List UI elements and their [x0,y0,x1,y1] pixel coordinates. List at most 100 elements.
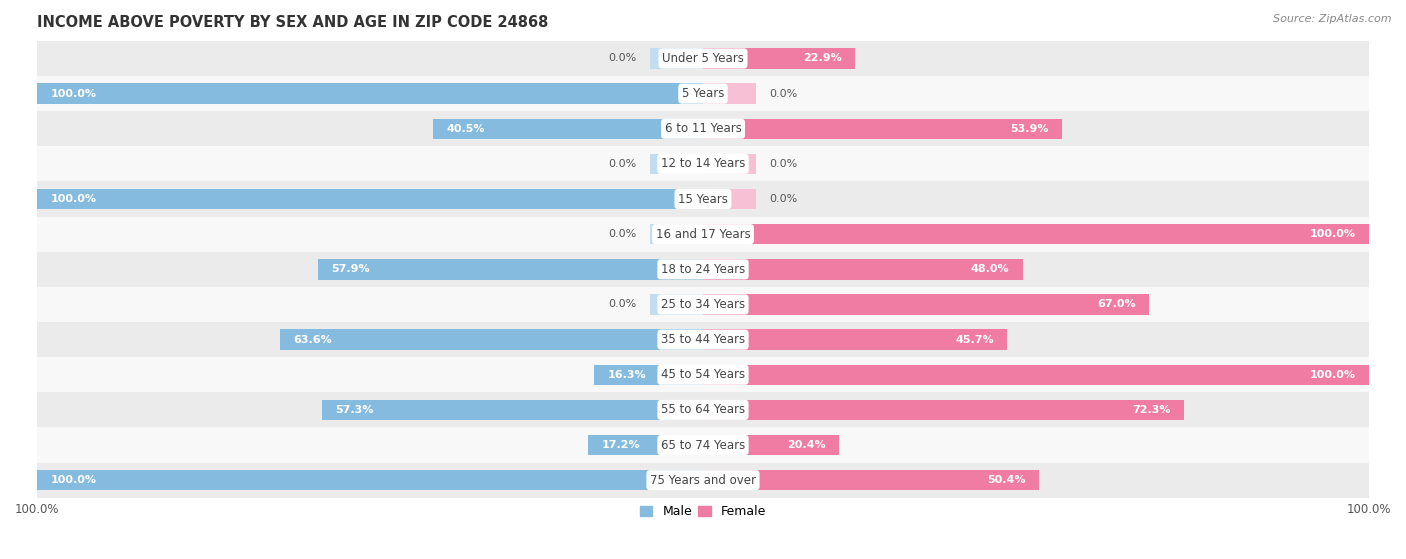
Legend: Male, Female: Male, Female [636,500,770,523]
Bar [703,470,1039,490]
Bar [37,182,1369,216]
Bar [703,224,1369,244]
Bar [37,111,1369,146]
Bar [37,216,1369,252]
Text: 50.4%: 50.4% [987,475,1025,485]
Bar [37,189,703,209]
Text: 100.0%: 100.0% [51,89,97,98]
Bar [650,435,703,455]
Bar [589,435,703,455]
Text: 17.2%: 17.2% [602,440,640,450]
Text: 18 to 24 Years: 18 to 24 Years [661,263,745,276]
Bar [37,287,1369,322]
Text: 100.0%: 100.0% [1309,229,1355,239]
Bar [318,259,703,280]
Text: 20.4%: 20.4% [787,440,825,450]
Text: 100.0%: 100.0% [51,475,97,485]
Bar [703,294,756,315]
Bar [37,357,1369,392]
Bar [650,364,703,385]
Bar [703,364,756,385]
Bar [650,470,703,490]
Text: 63.6%: 63.6% [292,335,332,344]
Text: 15 Years: 15 Years [678,192,728,206]
Text: 45 to 54 Years: 45 to 54 Years [661,368,745,381]
Text: 0.0%: 0.0% [609,229,637,239]
Bar [650,189,703,209]
Text: 57.3%: 57.3% [335,405,373,415]
Bar [703,224,756,244]
Bar [37,83,703,104]
Bar [433,119,703,139]
Text: 0.0%: 0.0% [609,159,637,169]
Bar [650,259,703,280]
Bar [37,252,1369,287]
Bar [703,119,1062,139]
Text: 48.0%: 48.0% [970,264,1010,274]
Text: 12 to 14 Years: 12 to 14 Years [661,158,745,170]
Text: 0.0%: 0.0% [769,159,797,169]
Bar [280,329,703,350]
Text: Source: ZipAtlas.com: Source: ZipAtlas.com [1274,14,1392,24]
Bar [37,392,1369,428]
Text: 16 and 17 Years: 16 and 17 Years [655,228,751,241]
Bar [703,470,756,490]
Bar [37,428,1369,463]
Bar [650,329,703,350]
Text: 57.9%: 57.9% [330,264,370,274]
Text: 53.9%: 53.9% [1010,124,1049,134]
Text: 72.3%: 72.3% [1132,405,1171,415]
Text: 0.0%: 0.0% [769,194,797,204]
Text: 67.0%: 67.0% [1097,300,1136,310]
Text: Under 5 Years: Under 5 Years [662,52,744,65]
Bar [37,470,703,490]
Text: 22.9%: 22.9% [803,54,842,64]
Text: 35 to 44 Years: 35 to 44 Years [661,333,745,346]
Text: 100.0%: 100.0% [1309,369,1355,380]
Text: 6 to 11 Years: 6 to 11 Years [665,122,741,135]
Bar [703,119,756,139]
Bar [650,224,703,244]
Bar [650,294,703,315]
Bar [703,48,756,69]
Bar [703,189,756,209]
Text: 5 Years: 5 Years [682,87,724,100]
Bar [703,329,756,350]
Text: 0.0%: 0.0% [609,300,637,310]
Bar [703,259,756,280]
Bar [37,41,1369,76]
Bar [595,364,703,385]
Text: 65 to 74 Years: 65 to 74 Years [661,439,745,452]
Bar [703,294,1149,315]
Bar [703,259,1022,280]
Text: 40.5%: 40.5% [447,124,485,134]
Bar [322,400,703,420]
Bar [703,154,756,174]
Text: 0.0%: 0.0% [769,89,797,98]
Text: INCOME ABOVE POVERTY BY SEX AND AGE IN ZIP CODE 24868: INCOME ABOVE POVERTY BY SEX AND AGE IN Z… [37,15,548,30]
Bar [650,48,703,69]
Text: 100.0%: 100.0% [51,194,97,204]
Bar [703,48,855,69]
Bar [37,322,1369,357]
Bar [650,154,703,174]
Bar [703,364,1369,385]
Bar [703,435,839,455]
Text: 0.0%: 0.0% [609,54,637,64]
Bar [37,76,1369,111]
Bar [703,329,1007,350]
Bar [37,146,1369,182]
Bar [650,400,703,420]
Bar [703,435,756,455]
Text: 45.7%: 45.7% [955,335,994,344]
Text: 25 to 34 Years: 25 to 34 Years [661,298,745,311]
Bar [703,400,1184,420]
Bar [37,463,1369,498]
Text: 16.3%: 16.3% [607,369,647,380]
Bar [703,83,756,104]
Bar [650,119,703,139]
Text: 75 Years and over: 75 Years and over [650,473,756,487]
Bar [650,83,703,104]
Text: 55 to 64 Years: 55 to 64 Years [661,404,745,416]
Bar [703,400,756,420]
